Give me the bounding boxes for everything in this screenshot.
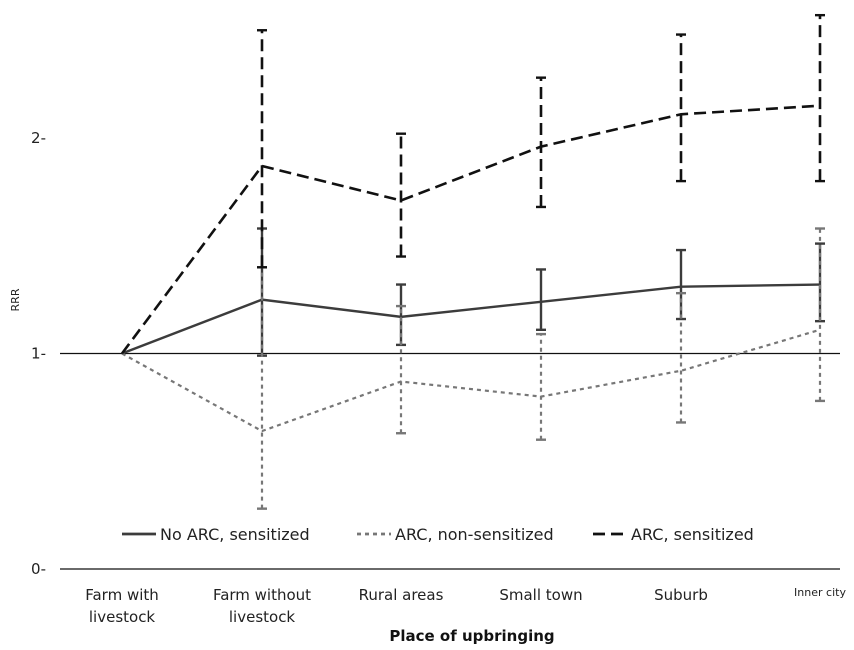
error-bar-2-2 [396,132,406,258]
series-2 [120,13,825,355]
y-tick-label-1: 1- [31,345,46,363]
error-bar-0-3 [536,268,546,331]
error-bar-2-5 [815,13,825,183]
error-bar-1-3 [536,332,546,441]
x-tick-label-2: Rural areas [359,586,444,604]
series-line-2 [120,104,821,355]
error-bar-1-2 [396,304,406,435]
series-line-0 [121,283,821,355]
x-tick-label-3: Small town [499,586,582,604]
x-tick-label-4: Suburb [654,586,708,604]
legend-item-2: ARC, sensitized [593,525,754,544]
x-axis-title: Place of upbringing [389,627,554,645]
y-axis-title: RRR [9,288,22,311]
error-bar-1-4 [676,291,686,424]
error-bar-2-3 [536,76,546,209]
error-bar-2-1 [257,29,267,269]
x-axis-category-labels: Farm with livestock Farm without livestock R… [85,586,846,626]
legend-item-0: No ARC, sensitized [122,525,310,544]
x-tick-label-0: Farm with livestock [85,586,159,626]
series-1 [121,227,825,510]
y-axis: 0- 1- 2- [31,129,46,578]
series-line-1 [121,328,821,433]
x-tick-label-1: Farm without livestock [213,586,311,626]
error-bar-2-4 [676,33,686,183]
legend: No ARC, sensitized ARC, non-sensitized ARC… [122,525,754,544]
legend-label-1: ARC, non-sensitized [395,525,554,544]
y-tick-label-0: 0- [31,560,46,578]
legend-label-2: ARC, sensitized [631,525,754,544]
series-layer [120,13,825,510]
error-bar-1-5 [815,227,825,403]
reference-line-layer [60,352,840,570]
legend-item-1: ARC, non-sensitized [357,525,554,544]
legend-label-0: No ARC, sensitized [160,525,310,544]
y-tick-label-2: 2- [31,129,46,147]
series-0 [121,227,825,357]
x-tick-label-5: Inner city [794,586,846,599]
